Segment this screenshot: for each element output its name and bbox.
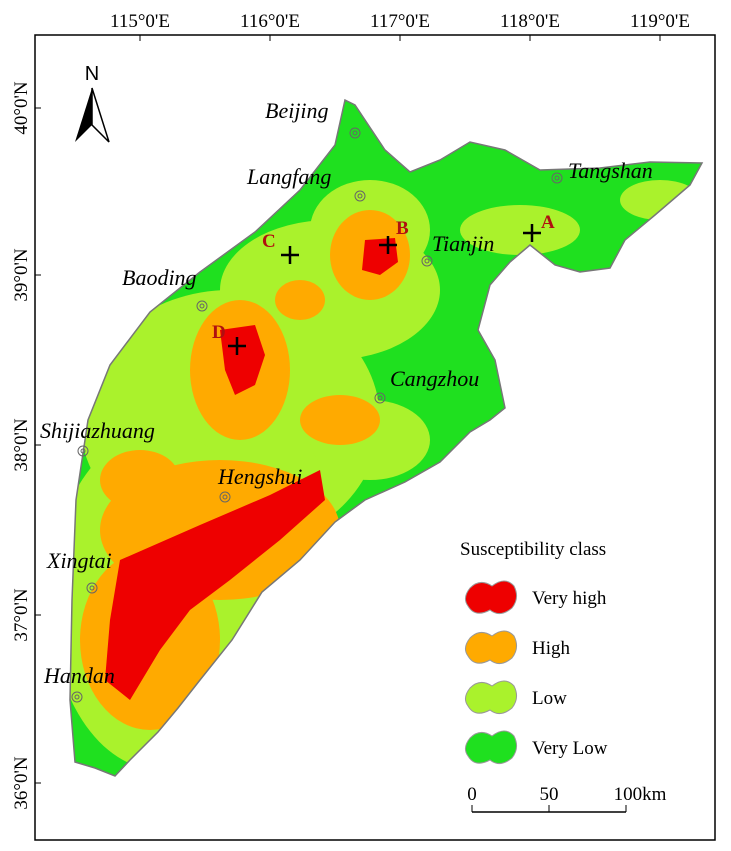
legend-title: Susceptibility class <box>460 539 606 560</box>
city-marker <box>71 691 83 703</box>
graticule: 115°0'E 116°0'E 117°0'E 118°0'E 119°0'E 40°0'… <box>11 11 690 810</box>
lat-label: 40°0'N <box>11 81 32 135</box>
scale-bar: 0 50 100km <box>467 784 667 813</box>
lat-label: 36°0'N <box>11 756 32 810</box>
legend-swatch <box>464 730 518 764</box>
point-label: B <box>396 218 409 239</box>
legend-swatch <box>464 580 518 614</box>
lon-label: 117°0'E <box>370 11 430 32</box>
city-marker <box>377 395 383 401</box>
city-marker <box>196 300 208 312</box>
lon-label: 115°0'E <box>110 11 170 32</box>
point-label: C <box>262 231 276 252</box>
city-label: Langfang <box>246 164 331 189</box>
scale-label: 50 <box>540 784 559 805</box>
city-marker <box>374 392 386 404</box>
city-marker <box>421 255 433 267</box>
city-label: Handan <box>43 663 115 688</box>
lon-label: 116°0'E <box>240 11 300 32</box>
city-marker <box>86 582 98 594</box>
legend-label: High <box>532 638 571 659</box>
north-label: N <box>85 63 99 85</box>
point-label: D <box>212 322 226 343</box>
cities: Beijing Langfang Tangshan Tianjin Baoding Can… <box>40 98 653 703</box>
boundary <box>69 98 704 777</box>
legend-label: Very Low <box>532 738 608 759</box>
city-marker <box>80 448 86 454</box>
point-cross <box>228 337 246 355</box>
legend-label: Very high <box>532 588 607 609</box>
points: A B C D <box>212 212 555 355</box>
city-marker <box>554 175 560 181</box>
city-marker <box>219 491 231 503</box>
city-marker <box>551 172 563 184</box>
city-label: Beijing <box>265 98 329 123</box>
point-cross <box>379 236 397 254</box>
scale-label: 0 <box>467 784 477 805</box>
city-marker <box>357 193 363 199</box>
scale-label: 100km <box>614 784 667 805</box>
city-marker <box>74 694 80 700</box>
point-cross <box>523 224 541 242</box>
point-cross <box>281 246 299 264</box>
city-marker <box>354 190 366 202</box>
city-marker <box>349 127 361 139</box>
city-label: Tianjin <box>432 231 494 256</box>
lon-label: 119°0'E <box>630 11 690 32</box>
city-label: Baoding <box>122 265 197 290</box>
lat-label: 39°0'N <box>11 248 32 302</box>
lon-label: 118°0'E <box>500 11 560 32</box>
north-arrow: N <box>75 63 110 143</box>
point-label: A <box>541 212 555 233</box>
city-marker <box>77 445 89 457</box>
city-marker <box>222 494 228 500</box>
lat-label: 38°0'N <box>11 418 32 472</box>
city-marker <box>199 303 205 309</box>
city-label: Xingtai <box>46 548 112 573</box>
legend-label: Low <box>532 688 567 709</box>
city-label: Cangzhou <box>390 366 479 391</box>
city-label: Hengshui <box>217 464 302 489</box>
city-marker <box>424 258 430 264</box>
city-label: Tangshan <box>568 158 653 183</box>
lat-label: 37°0'N <box>11 588 32 642</box>
legend-swatch <box>464 630 518 664</box>
city-marker <box>89 585 95 591</box>
city-marker <box>352 130 358 136</box>
city-label: Shijiazhuang <box>40 418 155 443</box>
frame <box>34 34 716 841</box>
legend-swatch <box>464 680 518 714</box>
legend: Susceptibility class Very high High Low Ver… <box>460 539 608 764</box>
